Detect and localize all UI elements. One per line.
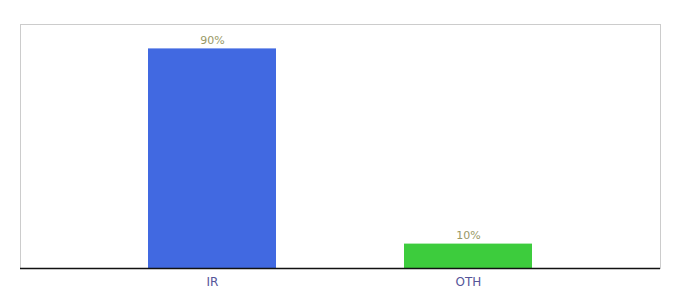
svg-text:10%: 10%	[456, 229, 480, 242]
svg-text:IR: IR	[207, 275, 219, 289]
svg-text:90%: 90%	[200, 34, 224, 47]
svg-text:OTH: OTH	[456, 275, 482, 289]
